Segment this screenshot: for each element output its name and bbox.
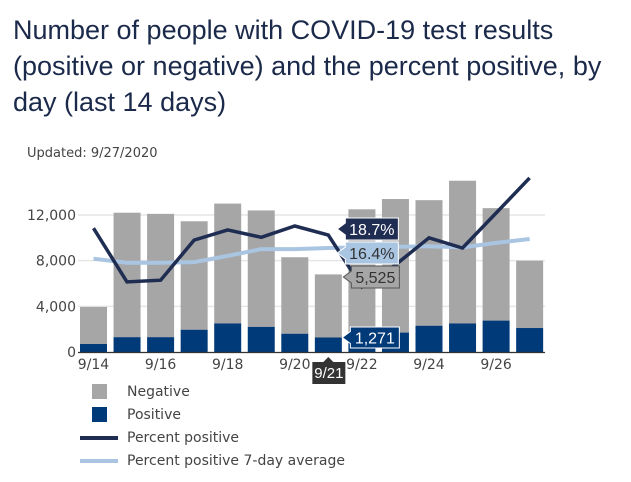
tooltips: 18.7% 16.4% 5,525 1,271 9/21 xyxy=(312,217,400,384)
bar-positive[interactable] xyxy=(180,329,208,352)
legend-item-percent-positive[interactable]: Percent positive xyxy=(80,426,345,449)
y-axis-ticks: 0 4,000 8,000 12,000 xyxy=(27,208,76,361)
legend-item-positive[interactable]: Positive xyxy=(80,403,345,426)
bar-negative[interactable] xyxy=(214,203,242,324)
positive-swatch-icon xyxy=(91,407,107,422)
y-tick-label: 12,000 xyxy=(27,208,76,224)
bar-negative[interactable] xyxy=(281,257,309,334)
legend: Negative Positive Percent positive Perce… xyxy=(80,380,345,472)
tooltip-percent-avg: 16.4% xyxy=(349,246,394,263)
bar-positive[interactable] xyxy=(449,323,477,352)
tooltip-negative-box xyxy=(342,265,400,289)
bar-negative[interactable] xyxy=(113,212,141,338)
tooltip-percent-positive: 18.7% xyxy=(349,222,394,239)
tooltip-percent-avg-box xyxy=(336,241,399,265)
x-tick-label: 9/24 xyxy=(413,357,445,373)
bar-negative[interactable] xyxy=(415,200,443,326)
x-tick-label: 9/20 xyxy=(279,357,310,373)
x-tick-label: 9/22 xyxy=(346,357,377,373)
legend-item-percent-avg[interactable]: Percent positive 7-day average xyxy=(80,449,345,472)
bar-positive[interactable] xyxy=(482,320,510,352)
y-tick-label: 4,000 xyxy=(36,299,76,315)
legend-label: Percent positive xyxy=(127,429,240,446)
bar-positive[interactable] xyxy=(80,344,107,352)
tooltip-negative: 5,525 xyxy=(355,270,395,287)
x-tick-label: 9/16 xyxy=(145,357,177,373)
bar-negative[interactable] xyxy=(247,210,275,327)
bar-positive[interactable] xyxy=(247,326,275,352)
bar-positive[interactable] xyxy=(147,337,175,352)
percent-avg-line-icon xyxy=(80,458,118,463)
chart-title: Number of people with COVID-19 test resu… xyxy=(13,15,602,117)
bar-negative[interactable] xyxy=(80,306,107,345)
bar-positive[interactable] xyxy=(314,337,342,352)
tooltip-date: 9/21 xyxy=(314,365,343,382)
bar-positive[interactable] xyxy=(415,325,443,352)
bar-negative[interactable] xyxy=(449,180,477,324)
y-tick-label: 8,000 xyxy=(36,254,76,270)
bar-positive[interactable] xyxy=(113,337,141,352)
tooltip-positive: 1,271 xyxy=(355,331,395,348)
line-percent-positive[interactable] xyxy=(92,176,531,290)
percent-positive-line-icon xyxy=(80,435,118,440)
x-tick-label: 9/14 xyxy=(78,357,110,373)
legend-label: Positive xyxy=(127,406,181,423)
tooltip-positive-box xyxy=(341,326,400,349)
bar-negative[interactable] xyxy=(147,213,175,338)
y-tick-label: 0 xyxy=(67,345,76,361)
bars xyxy=(80,180,544,352)
x-tick-label: 9/18 xyxy=(212,357,243,373)
lines xyxy=(92,176,531,290)
legend-item-negative[interactable]: Negative xyxy=(80,380,345,403)
bar-positive[interactable] xyxy=(516,328,544,352)
updated-date: Updated: 9/27/2020 xyxy=(27,146,158,161)
tooltip-date-box xyxy=(312,362,346,384)
tooltip-date-arrow xyxy=(323,357,334,362)
bar-negative[interactable] xyxy=(314,274,342,338)
negative-swatch-icon xyxy=(91,384,107,399)
bar-positive[interactable] xyxy=(214,323,242,352)
bar-positive[interactable] xyxy=(281,333,309,352)
bar-negative[interactable] xyxy=(482,208,510,321)
x-axis-ticks: 9/14 9/16 9/18 9/20 9/22 9/24 9/26 xyxy=(78,357,512,373)
bar-negative[interactable] xyxy=(516,260,544,329)
x-tick-label: 9/26 xyxy=(480,357,512,373)
tooltip-percent-positive-box xyxy=(336,217,399,241)
legend-label: Percent positive 7-day average xyxy=(127,452,345,469)
legend-label: Negative xyxy=(127,383,190,400)
